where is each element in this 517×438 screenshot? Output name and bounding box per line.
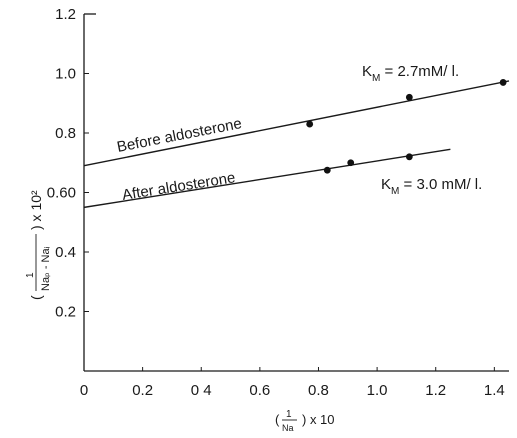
- x-tick-label: 1.2: [425, 382, 446, 399]
- y-axis-label-suffix: ) x 10²: [28, 190, 44, 230]
- x-axis-label-suffix: ) x 10: [302, 412, 335, 427]
- x-tick-label: 1.0: [367, 382, 388, 399]
- x-axis-label: ( 1 Na ) x 10: [275, 409, 335, 433]
- x-tick-label: 0.2: [132, 382, 153, 399]
- series-label-before: Before aldosterone: [116, 115, 244, 156]
- km-symbol-after: K: [381, 176, 391, 193]
- data-point-series-1: [405, 93, 413, 101]
- fit-line-series-1: [83, 80, 510, 167]
- x-tick-label: 0: [80, 382, 88, 399]
- y-axis-label-numerator: 1: [25, 272, 36, 278]
- x-axis-label-denominator: Na: [282, 423, 294, 433]
- series-label-after: After aldosterone: [121, 169, 237, 204]
- y-axis-label: ( 1 Naₚ - Naᵢ ) x 10²: [25, 190, 52, 300]
- km-value-after: = 3.0 mM/ l.: [399, 176, 482, 193]
- x-tick-label: 0.6: [249, 382, 270, 399]
- y-axis-label-denominator: Naₚ - Naᵢ: [40, 246, 52, 291]
- data-point-series-2: [323, 166, 331, 174]
- y-tick-label: 0.60: [47, 185, 76, 202]
- data-point-series-2: [347, 159, 355, 167]
- data-points: [306, 79, 507, 174]
- fit-lines: [83, 80, 510, 209]
- y-tick-label: 1.2: [55, 6, 76, 23]
- x-tick-label: 0.8: [308, 382, 329, 399]
- km-label-before: KM = 2.7mM/ l.: [362, 63, 459, 84]
- x-tick-label: 1.4: [484, 382, 505, 399]
- x-axis-label-prefix: (: [275, 412, 280, 427]
- y-axis-label-prefix: (: [28, 295, 44, 300]
- y-tick-label: 1.0: [55, 66, 76, 83]
- data-point-series-2: [405, 153, 413, 161]
- tick-marks: [84, 13, 495, 371]
- km-subscript-before: M: [372, 73, 380, 84]
- tick-labels: 0 0.2 0 4 0.6 0.8 1.0 1.2 1.4 0.2 0.4 0.60 0.8 1.0 1.…: [47, 6, 505, 399]
- data-point-series-1: [306, 120, 314, 128]
- y-tick-label: 0.8: [55, 125, 76, 142]
- km-label-after: KM = 3.0 mM/ l.: [381, 176, 482, 197]
- km-symbol-before: K: [362, 63, 372, 80]
- x-axis-label-numerator: 1: [286, 409, 292, 420]
- y-tick-label: 0.2: [55, 304, 76, 321]
- fit-line-series-2: [83, 148, 451, 209]
- data-point-series-1: [499, 79, 507, 86]
- x-tick-label: 0 4: [191, 382, 212, 399]
- km-value-before: = 2.7mM/ l.: [380, 63, 459, 80]
- y-tick-label: 0.4: [55, 244, 76, 261]
- km-subscript-after: M: [391, 186, 399, 197]
